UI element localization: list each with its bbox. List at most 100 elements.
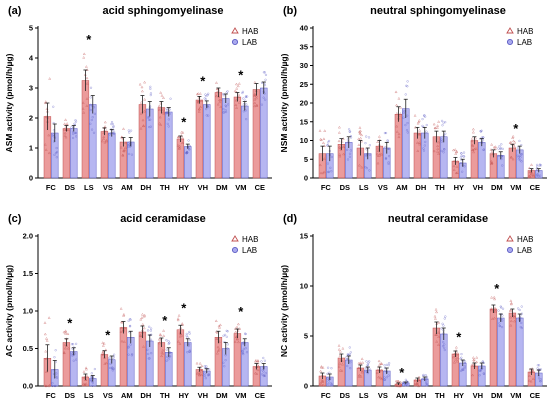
data-point — [513, 315, 516, 319]
data-point — [489, 159, 493, 163]
data-point — [188, 350, 191, 353]
data-point — [217, 347, 221, 351]
data-point — [321, 380, 324, 383]
data-point — [218, 323, 222, 326]
data-point — [101, 344, 105, 347]
data-point — [82, 370, 86, 373]
data-point — [509, 299, 513, 302]
data-point — [378, 152, 382, 155]
data-point — [385, 376, 388, 379]
bar-lab-th — [165, 111, 173, 179]
data-point — [82, 52, 86, 55]
data-point — [360, 139, 363, 143]
data-point — [71, 354, 74, 357]
y-tick-label: 5 — [304, 332, 308, 341]
bar-lab-ls — [89, 104, 97, 179]
data-point — [398, 112, 402, 115]
data-point — [415, 381, 419, 384]
significance-star-hy: * — [456, 329, 462, 344]
data-point — [70, 126, 73, 129]
data-point — [482, 148, 485, 151]
data-point — [520, 321, 523, 325]
y-axis-label: NSM activity (pmol/h/µg) — [279, 53, 289, 152]
data-point — [330, 367, 333, 370]
data-point — [101, 341, 105, 344]
data-point — [75, 342, 78, 345]
data-point — [349, 136, 353, 139]
data-point — [342, 145, 345, 148]
data-point — [472, 358, 476, 362]
data-point — [493, 297, 496, 301]
data-point — [471, 127, 475, 131]
data-point — [357, 366, 361, 369]
data-point — [375, 371, 379, 374]
bar-hab-vh — [195, 99, 204, 179]
data-point — [327, 170, 330, 174]
data-point — [167, 340, 170, 343]
data-point — [433, 314, 437, 318]
data-point — [528, 175, 532, 178]
data-point — [176, 318, 180, 322]
data-point — [536, 165, 539, 168]
data-point — [131, 353, 134, 356]
data-point — [387, 161, 390, 164]
bar-lab-dm — [222, 98, 230, 179]
data-point — [322, 137, 326, 140]
data-point — [234, 335, 238, 338]
data-point — [475, 360, 479, 364]
data-point — [83, 383, 87, 386]
data-point — [264, 372, 267, 375]
data-point — [527, 379, 531, 382]
data-point — [122, 149, 126, 153]
x-tick-label-am: AM — [121, 183, 133, 192]
data-point — [399, 106, 402, 109]
data-point — [455, 356, 459, 360]
data-point — [454, 152, 458, 155]
data-point — [436, 140, 440, 144]
data-point — [51, 384, 54, 388]
bar-hab-vs — [100, 131, 109, 179]
x-tick-label-ce: CE — [530, 391, 540, 400]
data-point — [82, 382, 86, 385]
data-point — [44, 384, 48, 388]
x-tick-label-vs: VS — [103, 183, 113, 192]
data-point — [44, 357, 48, 360]
data-point — [108, 133, 111, 136]
data-point — [512, 139, 515, 142]
data-point — [463, 155, 466, 158]
bar-lab-th — [440, 333, 448, 387]
bar-lab-hy — [459, 362, 467, 387]
data-point — [509, 323, 513, 327]
data-point — [358, 163, 361, 167]
data-point — [395, 383, 398, 386]
bar-hab-vm — [233, 333, 242, 387]
data-point — [143, 80, 146, 84]
data-point — [387, 374, 390, 377]
data-point — [417, 119, 421, 122]
data-point — [44, 115, 48, 118]
data-point — [81, 101, 85, 104]
data-point — [437, 321, 441, 324]
data-point — [365, 135, 368, 138]
y-tick-label: 1 — [29, 144, 33, 153]
data-point — [498, 145, 501, 148]
data-point — [177, 135, 181, 139]
data-point — [216, 349, 220, 352]
x-tick-label-fc: FC — [46, 183, 57, 192]
data-point — [111, 369, 114, 372]
data-point — [348, 353, 352, 356]
data-point — [538, 164, 541, 167]
data-point — [72, 343, 75, 346]
data-point — [110, 121, 114, 124]
data-point — [338, 146, 342, 149]
data-point — [437, 152, 440, 155]
data-point — [377, 375, 381, 379]
data-point — [264, 98, 267, 101]
x-tick-label-dh: DH — [415, 183, 426, 192]
data-point — [236, 322, 240, 326]
data-point — [321, 171, 325, 175]
legend-label: HAB — [517, 235, 533, 244]
data-point — [222, 361, 225, 364]
data-point — [72, 359, 75, 362]
data-point — [461, 368, 464, 371]
